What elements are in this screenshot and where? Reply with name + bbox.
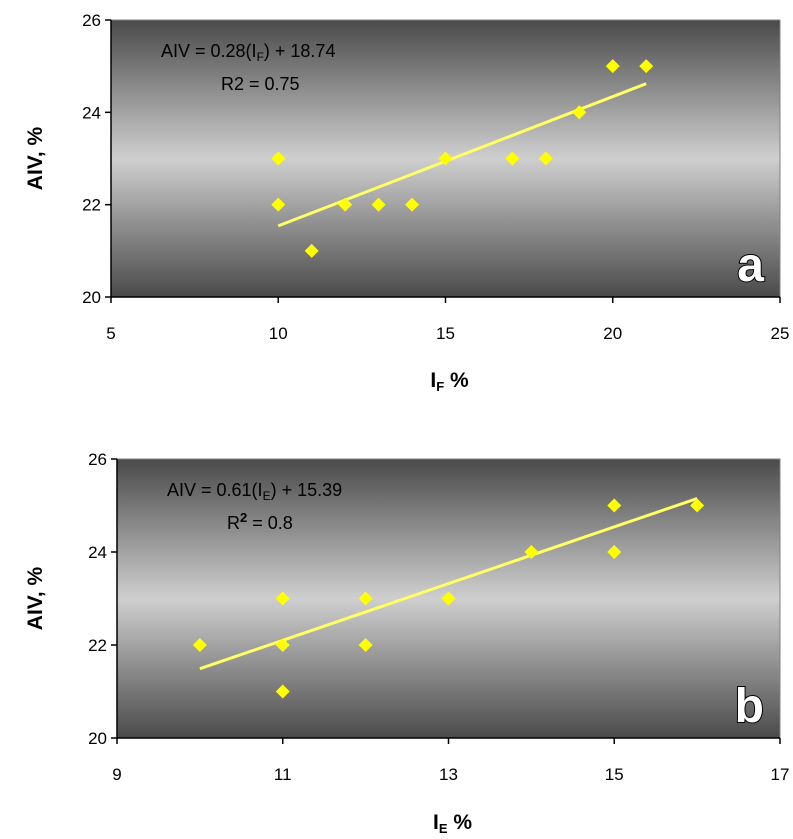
x-tick-label: 13 (439, 765, 458, 784)
data-point (505, 151, 520, 166)
x-axis-title: IE % (433, 811, 472, 836)
data-point (271, 151, 286, 166)
data-point (275, 638, 290, 652)
data-point (371, 197, 386, 212)
chart-panel-b: 20 22 24 26 9 11 13 15 17 AIV = 0.61(IE) + 15.39 R… (24, 450, 789, 836)
data-point (690, 498, 705, 513)
data-point (524, 545, 539, 559)
trendline-equation: AIV = 0.28(IF) + 18.74 (161, 41, 335, 64)
data-point (441, 591, 456, 606)
panel-letter: a (737, 239, 764, 292)
panel-letter: b (735, 680, 764, 733)
trendline-equation: AIV = 0.61(IE) + 15.39 (167, 480, 342, 503)
y-tick-label: 24 (82, 103, 101, 122)
x-tick-label: 10 (269, 324, 288, 343)
y-tick-label: 22 (88, 636, 107, 655)
x-tick-label: 17 (771, 765, 790, 784)
y-tick-label: 20 (88, 729, 107, 748)
y-tick-label: 24 (88, 543, 107, 562)
data-point (607, 498, 622, 513)
trendline (277, 82, 647, 228)
data-point (275, 684, 290, 699)
r-squared-label: R2 = 0.8 (227, 510, 293, 533)
data-point (304, 243, 319, 258)
data-point (438, 151, 453, 166)
y-tick-label: 26 (88, 450, 107, 469)
data-point (358, 591, 373, 606)
data-point (275, 591, 290, 606)
x-axis-title: IF % (430, 369, 469, 394)
y-axis-title: AIV, % (24, 566, 47, 630)
x-tick-label: 15 (605, 765, 624, 784)
x-tick-label: 15 (436, 324, 455, 343)
data-point (538, 151, 553, 166)
x-tick-label: 5 (106, 324, 115, 343)
data-point (358, 638, 373, 652)
data-point (572, 105, 587, 120)
data-point (639, 59, 654, 74)
x-tick-label: 25 (771, 324, 790, 343)
x-tick-label: 20 (603, 324, 622, 343)
y-tick-label: 20 (82, 288, 101, 307)
x-tick-label: 11 (274, 765, 292, 784)
chart-panel-a: 20 22 24 26 5 10 15 20 25 AIV = 0.28(IF) + 18.74 R… (24, 11, 789, 394)
r-squared-label: R2 = 0.75 (221, 74, 300, 94)
data-point (192, 638, 207, 652)
data-point (605, 59, 620, 74)
y-axis-title: AIV, % (24, 126, 47, 190)
data-point (338, 197, 353, 212)
y-tick-label: 26 (82, 11, 101, 30)
x-tick-label: 9 (112, 765, 121, 784)
data-point (607, 545, 622, 559)
y-tick-label: 22 (82, 196, 101, 215)
data-point (271, 197, 286, 212)
data-point (405, 197, 420, 212)
